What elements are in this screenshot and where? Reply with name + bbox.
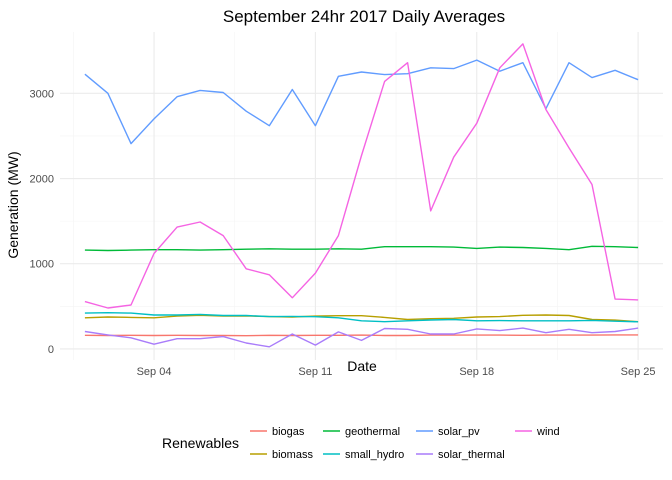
x-axis-ticks: Sep 04 Sep 11 Sep 18 Sep 25 — [137, 366, 656, 378]
legend-label: geothermal — [345, 426, 400, 438]
series-lines — [84, 43, 639, 348]
legend-item-solar-pv: solar_pv — [416, 426, 480, 438]
legend-item-solar-thermal: solar_thermal — [416, 449, 505, 461]
series-line-biomass — [84, 314, 639, 323]
x-tick-label: Sep 04 — [137, 366, 172, 378]
x-tick-label: Sep 25 — [621, 366, 656, 378]
plot-panel — [60, 32, 663, 360]
series-line-geothermal — [84, 245, 639, 252]
legend-label: biogas — [272, 426, 305, 438]
y-axis-title: Generation (MW) — [5, 151, 21, 258]
legend-label: solar_thermal — [438, 449, 505, 461]
legend-label: small_hydro — [345, 449, 404, 461]
y-axis-ticks: 0 1000 2000 3000 — [30, 88, 54, 356]
legend-label: solar_pv — [438, 426, 480, 438]
y-tick-label: 1000 — [30, 259, 54, 271]
legend-item-biomass: biomass — [250, 449, 313, 461]
series-line-solar-thermal — [84, 327, 639, 348]
legend-items: biogas biomass geothermal small_hydro solar_… — [250, 426, 560, 461]
series-line-small-hydro — [84, 312, 639, 323]
legend-label: wind — [536, 426, 560, 438]
series-line-wind — [84, 43, 639, 309]
y-tick-label: 3000 — [30, 88, 54, 100]
legend-title: Renewables — [162, 435, 239, 451]
legend-item-small-hydro: small_hydro — [323, 449, 404, 461]
legend-item-geothermal: geothermal — [323, 426, 400, 438]
legend-label: biomass — [272, 449, 313, 461]
y-tick-label: 2000 — [30, 174, 54, 186]
legend-item-wind: wind — [515, 426, 560, 438]
x-axis-title: Date — [347, 358, 377, 374]
legend-item-biogas: biogas — [250, 426, 305, 438]
legend: Renewables biogas biomass geothermal small_… — [162, 426, 560, 461]
chart-title: September 24hr 2017 Daily Averages — [223, 7, 505, 26]
x-tick-label: Sep 18 — [459, 366, 494, 378]
x-tick-label: Sep 11 — [298, 366, 332, 378]
series-line-solar-pv — [84, 59, 639, 145]
y-tick-label: 0 — [48, 344, 54, 356]
series-line-biogas — [84, 334, 639, 337]
grid — [60, 32, 663, 360]
